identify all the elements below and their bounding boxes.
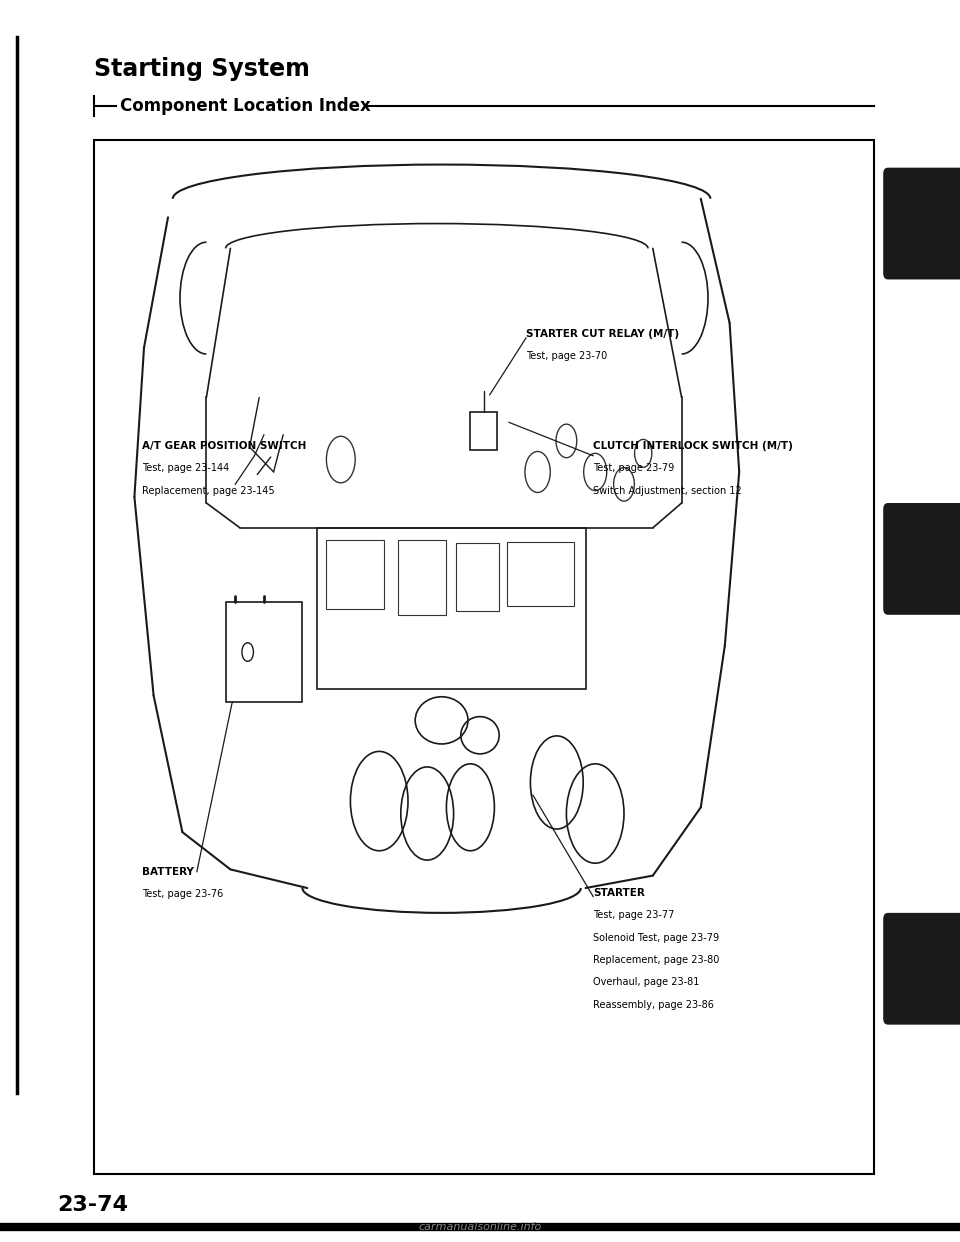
FancyBboxPatch shape bbox=[883, 168, 960, 279]
Text: A/T GEAR POSITION SWITCH: A/T GEAR POSITION SWITCH bbox=[142, 441, 306, 451]
Text: Test, page 23-144: Test, page 23-144 bbox=[142, 463, 229, 473]
Bar bbox=[317, 528, 586, 689]
Text: 23-74: 23-74 bbox=[58, 1195, 129, 1215]
Bar bbox=[398, 540, 446, 615]
Text: STARTER CUT RELAY (M/T): STARTER CUT RELAY (M/T) bbox=[526, 329, 680, 339]
Text: Test, page 23-79: Test, page 23-79 bbox=[593, 463, 675, 473]
Text: carmanualsonline.info: carmanualsonline.info bbox=[419, 1222, 541, 1232]
Text: CLUTCH INTERLOCK SWITCH (M/T): CLUTCH INTERLOCK SWITCH (M/T) bbox=[593, 441, 793, 451]
Text: Test, page 23-76: Test, page 23-76 bbox=[142, 889, 224, 899]
Text: Overhaul, page 23-81: Overhaul, page 23-81 bbox=[593, 977, 700, 987]
Text: Test, page 23-77: Test, page 23-77 bbox=[593, 910, 675, 920]
FancyBboxPatch shape bbox=[883, 913, 960, 1025]
Bar bbox=[456, 543, 499, 611]
Text: Reassembly, page 23-86: Reassembly, page 23-86 bbox=[593, 1000, 714, 1010]
Text: Replacement, page 23-145: Replacement, page 23-145 bbox=[142, 486, 275, 496]
Text: Replacement, page 23-80: Replacement, page 23-80 bbox=[593, 955, 720, 965]
Text: Switch Adjustment, section 12: Switch Adjustment, section 12 bbox=[593, 486, 742, 496]
Text: Component Location Index: Component Location Index bbox=[120, 97, 371, 114]
Text: Starting System: Starting System bbox=[94, 57, 310, 81]
FancyBboxPatch shape bbox=[883, 503, 960, 615]
Bar bbox=[507, 542, 574, 606]
Bar bbox=[470, 412, 497, 450]
Text: Test, page 23-70: Test, page 23-70 bbox=[526, 351, 608, 361]
Bar bbox=[226, 602, 302, 702]
Text: Solenoid Test, page 23-79: Solenoid Test, page 23-79 bbox=[593, 933, 719, 943]
Bar bbox=[94, 140, 874, 1174]
Text: STARTER: STARTER bbox=[593, 888, 645, 898]
Text: BATTERY: BATTERY bbox=[142, 867, 194, 877]
Bar bbox=[326, 540, 384, 609]
